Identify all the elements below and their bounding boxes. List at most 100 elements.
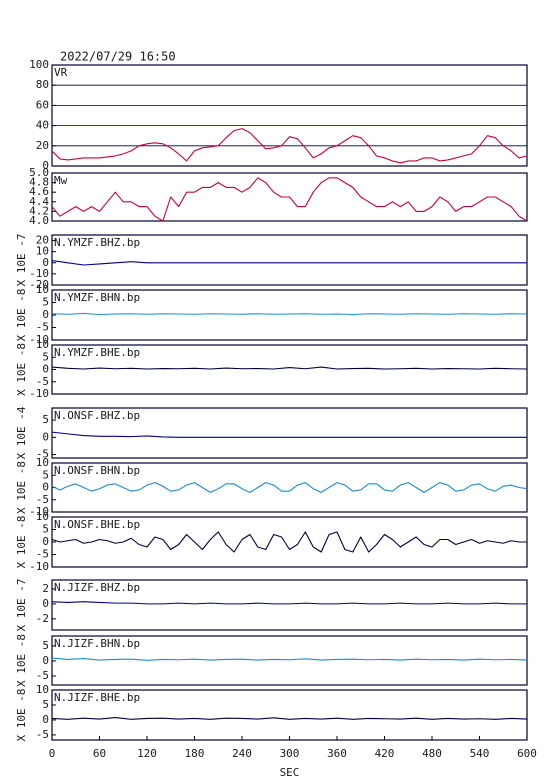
y-tick-label: -5: [36, 493, 49, 506]
y-tick-label: -10: [29, 333, 49, 346]
panel-label: N.JIZF.BHN.bp: [54, 637, 140, 650]
y-axis-label: X 10E -4: [15, 406, 28, 459]
y-tick-label: 0: [42, 481, 49, 494]
trace: [51, 431, 527, 438]
x-tick-label: 540: [470, 747, 490, 760]
trace: [51, 312, 528, 316]
panel-label: N.ONSF.BHE.bp: [54, 518, 140, 531]
y-tick-label: -5: [36, 448, 49, 461]
chart-title: 2022/07/29 16:50: [60, 50, 176, 64]
x-tick-label: 600: [517, 747, 537, 760]
y-tick-label: 0: [42, 597, 49, 610]
x-tick-label: 60: [93, 747, 106, 760]
y-tick-label: -10: [29, 560, 49, 573]
y-tick-label: 10: [36, 456, 49, 469]
panel-label: N.YMZF.BHZ.bp: [54, 236, 140, 249]
trace: [51, 260, 527, 266]
panel-frame: [51, 234, 528, 286]
y-tick-label: 60: [36, 98, 49, 111]
y-tick-label: 0: [42, 713, 49, 726]
y-tick-label: 80: [36, 78, 49, 91]
y-tick-label: 20: [36, 139, 49, 152]
y-tick-label: -10: [29, 387, 49, 400]
trace: [51, 601, 527, 605]
trace: [51, 177, 528, 222]
y-tick-label: 5: [42, 639, 49, 652]
panel-frame: [51, 64, 528, 167]
panel-frame: [51, 407, 528, 459]
trace: [51, 482, 528, 493]
panel-label: VR: [54, 66, 68, 79]
panel-label: N.YMZF.BHE.bp: [54, 346, 140, 359]
y-tick-label: -5: [36, 669, 49, 682]
y-tick-label: 0: [42, 308, 49, 321]
y-axis-label: X 10E -8: [15, 461, 28, 514]
y-tick-label: 5: [42, 698, 49, 711]
y-axis-label: X 10E -8: [15, 516, 28, 569]
y-tick-label: 5: [42, 350, 49, 363]
y-tick-label: 4.6: [29, 185, 49, 198]
y-tick-label: 5: [42, 468, 49, 481]
y-tick-label: 0: [42, 256, 49, 269]
x-tick-label: 180: [185, 747, 205, 760]
y-tick-label: -5: [36, 321, 49, 334]
y-tick-label: 2: [42, 582, 49, 595]
y-tick-label: 4.4: [29, 195, 49, 208]
y-axis-label: X 10E -8: [15, 634, 28, 687]
y-tick-label: 5: [42, 413, 49, 426]
trace: [51, 657, 528, 661]
panel-label: N.ONSF.BHZ.bp: [54, 409, 140, 422]
x-tick-label: 360: [327, 747, 347, 760]
y-tick-label: 0: [42, 363, 49, 376]
y-tick-label: -5: [36, 375, 49, 388]
y-tick-label: -10: [29, 267, 49, 280]
trace: [51, 128, 528, 164]
y-tick-label: 5.0: [29, 166, 49, 179]
y-tick-label: 10: [36, 245, 49, 258]
y-tick-label: 10: [36, 283, 49, 296]
panel-frame: [51, 579, 528, 631]
panel-label: N.ONSF.BHN.bp: [54, 464, 140, 477]
panel-label: N.YMZF.BHN.bp: [54, 291, 140, 304]
y-tick-label: -20: [29, 278, 49, 291]
y-tick-label: 10: [36, 683, 49, 696]
y-tick-label: -5: [36, 548, 49, 561]
y-tick-label: 10: [36, 510, 49, 523]
y-tick-label: 0: [42, 654, 49, 667]
x-tick-label: 120: [137, 747, 157, 760]
trace: [51, 366, 528, 370]
y-tick-label: 40: [36, 119, 49, 132]
x-tick-label: 300: [280, 747, 300, 760]
y-axis-label: X 10E -8: [15, 689, 28, 742]
y-tick-label: 0: [42, 535, 49, 548]
panel-label: Mw: [54, 174, 68, 187]
x-tick-label: 240: [232, 747, 252, 760]
y-axis-label: X 10E -8: [15, 289, 28, 342]
x-axis-label: SEC: [280, 766, 300, 779]
y-tick-label: 100: [29, 58, 49, 71]
y-tick-label: 4.2: [29, 204, 49, 217]
y-tick-label: 4.8: [29, 176, 49, 189]
y-tick-label: 0: [42, 159, 49, 172]
y-tick-label: 5: [42, 296, 49, 309]
panel-frame: [51, 172, 528, 222]
panel-label: N.JIZF.BHE.bp: [54, 691, 140, 704]
y-tick-label: -5: [36, 728, 49, 741]
x-tick-label: 420: [375, 747, 395, 760]
panel-label: N.JIZF.BHZ.bp: [54, 581, 140, 594]
trace: [51, 531, 527, 553]
y-tick-label: 0: [42, 430, 49, 443]
x-tick-label: 0: [49, 747, 56, 760]
y-axis-label: X 10E -8: [15, 343, 28, 396]
y-tick-label: -10: [29, 505, 49, 518]
y-tick-label: 10: [36, 338, 49, 351]
y-axis-label: X 10E -7: [15, 234, 28, 287]
x-tick-label: 480: [422, 747, 442, 760]
y-tick-label: 5: [42, 523, 49, 536]
trace: [51, 716, 528, 720]
y-axis-label: X 10E -7: [15, 579, 28, 632]
y-tick-label: 20: [36, 234, 49, 247]
y-tick-label: 4.0: [29, 214, 49, 227]
